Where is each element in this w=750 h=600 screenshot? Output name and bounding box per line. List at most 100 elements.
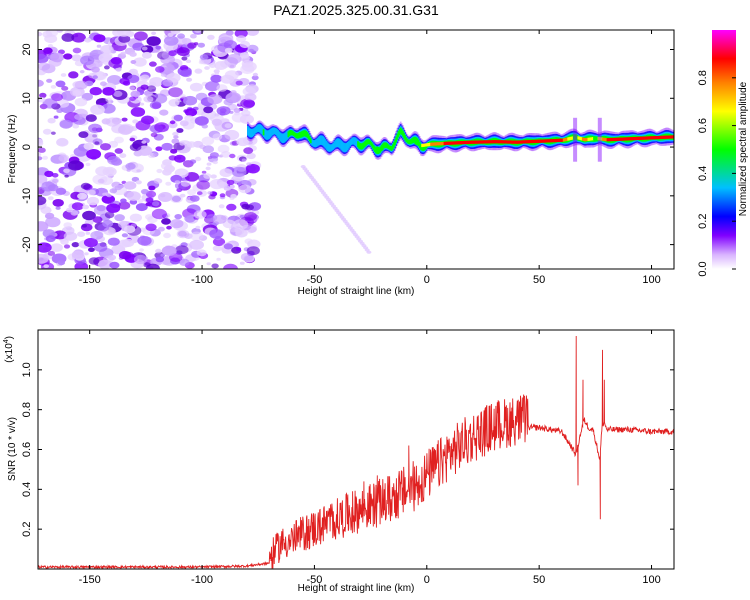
- noise-speckle: [203, 106, 214, 114]
- ridge-core: [505, 140, 508, 144]
- noise-speckle: [109, 261, 120, 269]
- x-tick-label: 100: [642, 274, 660, 286]
- ridge-core: [663, 135, 666, 139]
- ridge-core: [501, 140, 503, 144]
- ridge-band: [299, 131, 302, 138]
- noise-speckle: [197, 42, 205, 48]
- ridge-core: [654, 136, 657, 140]
- noise-speckle: [47, 117, 56, 124]
- noise-speckle: [179, 141, 185, 146]
- noise-speckle: [110, 57, 122, 65]
- ridge-core: [514, 140, 517, 144]
- noise-speckle: [114, 136, 124, 144]
- noise-speckle: [42, 128, 52, 135]
- ridge-core: [590, 137, 593, 141]
- ridge-core: [458, 141, 461, 145]
- ridge-band: [287, 131, 290, 138]
- ridge-band: [309, 138, 312, 144]
- noise-speckle: [231, 112, 247, 123]
- ridge-core: [614, 137, 617, 141]
- ridge-core: [624, 137, 627, 141]
- noise-speckle: [174, 180, 181, 185]
- y-tick-label: 0.8: [21, 402, 33, 417]
- noise-speckle: [106, 203, 121, 213]
- noise-speckle: [102, 87, 115, 96]
- ridge-core: [421, 143, 423, 148]
- noise-speckle: [132, 119, 139, 124]
- noise-speckle: [72, 90, 82, 96]
- noise-speckle: [196, 249, 207, 257]
- noise-speckle: [129, 143, 142, 152]
- ridge-core: [540, 139, 543, 143]
- noise-speckle: [70, 210, 79, 216]
- noise-speckle: [185, 59, 192, 64]
- ridge-core: [495, 140, 498, 144]
- ridge-core: [670, 135, 673, 139]
- noise-speckle: [170, 148, 178, 154]
- noise-speckle: [183, 109, 189, 113]
- noise-speckle: [86, 196, 100, 206]
- spectrogram-frame: [37, 29, 675, 270]
- ridge-core: [379, 147, 382, 152]
- ridge-core: [635, 136, 638, 141]
- noise-speckle: [179, 258, 190, 266]
- noise-speckle: [245, 163, 260, 174]
- ridge-core: [560, 138, 563, 142]
- ridge-band: [363, 141, 366, 148]
- ridge-core: [636, 136, 639, 140]
- noise-speckle: [180, 69, 192, 78]
- colorbar-gradient: [712, 30, 736, 269]
- ridge-core: [547, 139, 549, 143]
- ridge-band: [294, 132, 296, 138]
- noise-speckle: [155, 66, 165, 73]
- ridge-core: [584, 138, 586, 142]
- noise-speckle: [195, 225, 201, 230]
- noise-speckle: [149, 101, 162, 110]
- ridge-band: [314, 139, 317, 148]
- noise-speckle: [183, 95, 198, 106]
- noise-speckle: [176, 128, 184, 133]
- ridge-core: [472, 140, 475, 144]
- noise-speckle: [38, 182, 43, 188]
- noise-speckle: [181, 38, 192, 45]
- ridge-band: [381, 143, 384, 150]
- noise-speckle: [244, 93, 257, 102]
- noise-speckle: [194, 68, 203, 74]
- noise-speckle: [102, 51, 113, 59]
- noise-speckle: [210, 74, 223, 83]
- noise-speckle: [161, 142, 173, 151]
- ridge-core: [475, 140, 477, 144]
- ridge-core: [617, 137, 620, 141]
- noise-speckle: [51, 93, 63, 102]
- y-tick-label: 10: [21, 92, 33, 104]
- noise-speckle: [219, 193, 226, 198]
- ridge-band: [280, 133, 283, 143]
- ridge-core: [569, 136, 572, 141]
- ridge-band: [416, 138, 419, 145]
- ridge-core: [661, 135, 664, 139]
- ridge-core: [657, 136, 659, 140]
- noise-speckle: [71, 32, 86, 43]
- noise-speckle: [51, 173, 59, 178]
- x-tick-label: -100: [191, 574, 213, 586]
- ridge-core: [445, 141, 448, 145]
- noise-speckle: [114, 214, 125, 222]
- noise-speckle: [201, 170, 207, 174]
- ridge-core: [502, 140, 504, 144]
- noise-speckle: [186, 141, 197, 148]
- ridge-band: [286, 130, 289, 140]
- noise-speckle: [216, 106, 231, 116]
- noise-speckle: [97, 178, 105, 184]
- ridge-core: [580, 137, 583, 141]
- snr-y-ticks: 0.2 0.4 0.6 0.8 1.0: [21, 362, 674, 537]
- noise-speckle: [63, 231, 78, 241]
- ridge-band: [361, 143, 364, 150]
- noise-speckle: [198, 60, 205, 65]
- noise-speckle: [118, 201, 131, 210]
- ridge-band: [263, 128, 266, 139]
- ridge-core: [376, 146, 378, 150]
- noise-speckle: [141, 51, 152, 59]
- noise-speckle: [236, 35, 247, 43]
- ridge-band: [274, 127, 276, 135]
- ridge-core: [621, 137, 623, 141]
